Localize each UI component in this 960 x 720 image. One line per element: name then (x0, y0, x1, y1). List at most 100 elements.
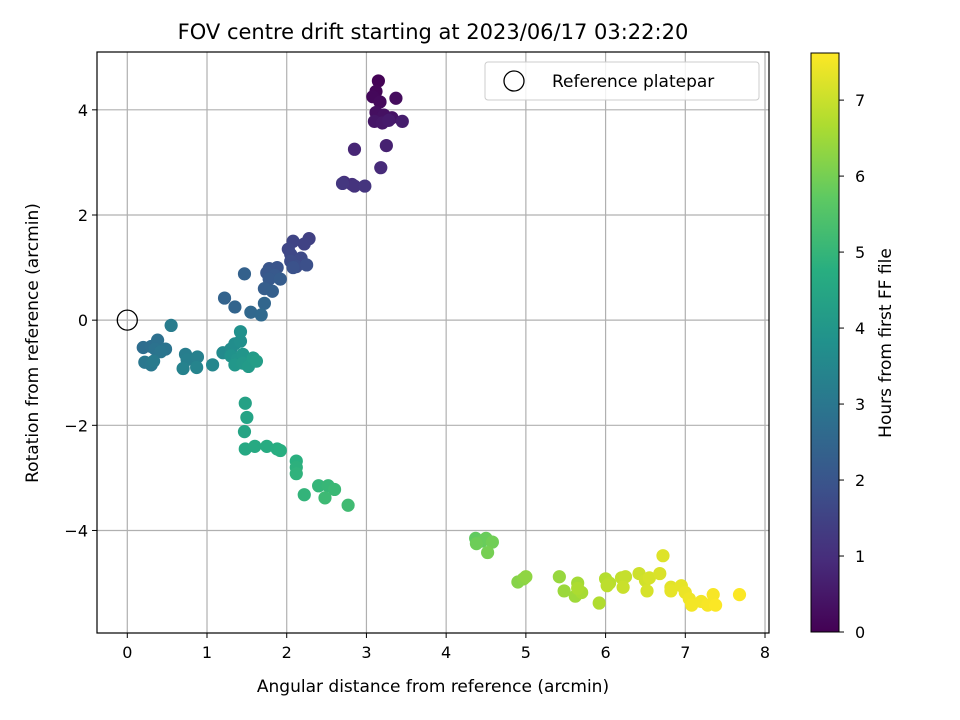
colorbar-tick-label: 3 (855, 395, 865, 414)
data-point (382, 113, 396, 127)
data-point (217, 291, 232, 305)
y-tick-label: 2 (78, 206, 88, 225)
data-point (154, 345, 168, 359)
data-point (600, 579, 614, 593)
data-point (286, 260, 300, 275)
data-point (237, 267, 252, 281)
data-point (244, 305, 258, 319)
data-point (552, 570, 566, 584)
data-point (374, 161, 388, 175)
colorbar-tick-label: 1 (855, 547, 865, 566)
data-point (249, 354, 264, 368)
y-tick-label: 4 (78, 101, 88, 120)
data-point (233, 334, 248, 348)
x-axis-ticks: 0 1 2 3 4 5 6 7 8 (122, 633, 770, 662)
colorbar-tick-label: 5 (855, 243, 865, 262)
legend-entry-reference: Reference platepar (552, 72, 714, 92)
data-point (240, 410, 254, 425)
x-tick-label: 4 (441, 643, 451, 662)
legend: Reference platepar (484, 61, 760, 101)
data-point (176, 361, 190, 376)
x-axis-label: Angular distance from reference (arcmin) (257, 677, 609, 697)
y-axis-label: Rotation from reference (arcmin) (23, 203, 43, 483)
data-point (164, 318, 178, 333)
legend-box (484, 61, 760, 101)
data-point (379, 138, 393, 153)
data-point (190, 350, 205, 364)
data-point (335, 176, 350, 191)
data-point (485, 535, 499, 549)
data-point (358, 179, 372, 193)
data-point (656, 549, 670, 563)
x-tick-label: 1 (202, 643, 212, 662)
data-point (642, 571, 657, 585)
data-point (190, 360, 204, 375)
colorbar: 0 1 2 3 4 5 6 7 Hours from first FF file (810, 52, 896, 642)
data-point (469, 537, 484, 551)
data-point (519, 570, 533, 584)
y-tick-label: −2 (64, 416, 88, 435)
x-tick-label: 3 (361, 643, 371, 662)
data-point (228, 300, 242, 314)
data-point (300, 258, 314, 272)
data-point (238, 396, 252, 410)
data-point (205, 358, 220, 372)
data-point (706, 588, 720, 602)
data-point (318, 491, 332, 505)
data-point (395, 114, 409, 129)
data-point (341, 498, 355, 512)
data-point (347, 142, 362, 156)
data-point (571, 581, 585, 595)
colorbar-tick-label: 6 (855, 167, 865, 186)
x-tick-label: 0 (122, 643, 132, 662)
data-point (557, 584, 571, 598)
reference-point-marker (116, 309, 138, 331)
x-tick-label: 6 (600, 643, 610, 662)
data-point (653, 566, 667, 581)
data-point (237, 425, 252, 439)
colorbar-ticks: 0 1 2 3 4 5 6 7 (839, 91, 865, 642)
colorbar-tick-label: 0 (855, 623, 865, 642)
x-tick-label: 5 (521, 643, 531, 662)
data-point (248, 439, 262, 453)
y-tick-label: 0 (78, 311, 88, 330)
data-point (732, 588, 747, 602)
data-point (592, 596, 606, 610)
data-point (297, 237, 311, 251)
data-point (273, 272, 287, 286)
colorbar-gradient (810, 52, 840, 633)
x-tick-label: 8 (760, 643, 770, 662)
data-point (257, 296, 272, 310)
grid-lines (97, 52, 769, 633)
data-point (708, 598, 723, 612)
colorbar-tick-label: 4 (855, 319, 865, 338)
data-point (327, 482, 342, 497)
data-point (312, 479, 326, 493)
data-point (618, 570, 633, 584)
y-axis-ticks: −4 −2 0 2 4 (64, 101, 97, 540)
data-point (481, 545, 495, 560)
x-tick-label: 2 (282, 643, 292, 662)
data-point (254, 308, 268, 322)
colorbar-label: Hours from first FF file (876, 248, 896, 438)
reference-marker-layer (116, 309, 138, 331)
colorbar-tick-label: 2 (855, 471, 865, 490)
data-point (233, 325, 248, 339)
y-tick-label: −4 (64, 521, 88, 540)
colorbar-tick-label: 7 (855, 91, 865, 110)
data-point (347, 179, 362, 193)
data-point (289, 467, 303, 481)
data-point (616, 580, 630, 594)
data-point (389, 91, 403, 105)
data-point (664, 584, 678, 598)
data-point (297, 488, 311, 502)
data-point (373, 95, 387, 109)
data-point (260, 439, 274, 453)
data-point (640, 584, 654, 598)
data-point (273, 443, 287, 458)
data-point (265, 284, 279, 298)
plot-frame (96, 51, 770, 634)
scatter-points (136, 74, 747, 612)
chart-title: FOV centre drift starting at 2023/06/17 … (178, 20, 689, 44)
